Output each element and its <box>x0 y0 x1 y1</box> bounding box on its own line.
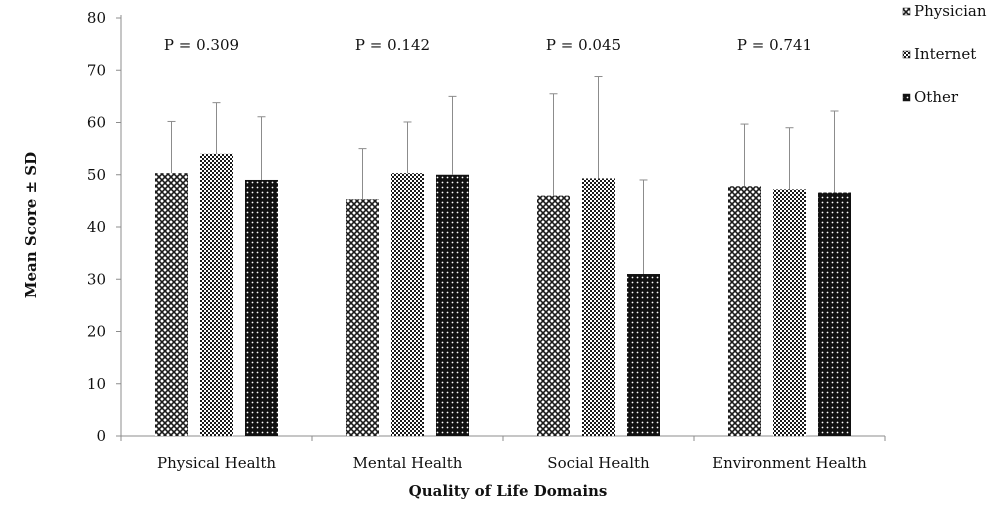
bar-internet-3 <box>582 178 615 436</box>
category-label: Environment Health <box>712 454 867 472</box>
p-value-labels: P = 0.309 P = 0.142 P = 0.045 P = 0.741 <box>164 36 812 54</box>
bars <box>155 153 851 436</box>
legend: Physician Internet Other <box>902 2 987 106</box>
legend-swatch-internet <box>902 50 911 59</box>
y-tick-label: 30 <box>87 270 106 288</box>
bar-physician-2 <box>346 199 379 436</box>
y-axis-title: Mean Score ± SD <box>22 152 40 298</box>
bar-physician-1 <box>155 173 188 436</box>
p-value-label: P = 0.142 <box>355 36 430 54</box>
bar-internet-2 <box>391 173 424 436</box>
y-axis-ticks: 0 10 20 30 40 50 60 70 80 <box>87 9 121 445</box>
legend-label-other: Other <box>914 88 959 106</box>
bar-internet-1 <box>200 153 233 436</box>
bar-physician-4 <box>728 186 761 436</box>
bar-physician-3 <box>537 195 570 436</box>
y-tick-label: 0 <box>96 427 106 445</box>
y-tick-label: 10 <box>87 375 106 393</box>
category-label: Social Health <box>547 454 650 472</box>
x-axis-ticks <box>120 436 886 441</box>
legend-label-physician: Physician <box>914 2 987 20</box>
bar-other-4 <box>818 192 851 436</box>
x-axis-title: Quality of Life Domains <box>409 482 608 500</box>
legend-swatch-other <box>902 93 911 102</box>
y-tick-label: 20 <box>87 323 106 341</box>
p-value-label: P = 0.045 <box>546 36 621 54</box>
error-bars <box>167 76 839 275</box>
bar-internet-4 <box>773 189 806 436</box>
legend-swatch-physician <box>902 7 911 16</box>
p-value-label: P = 0.741 <box>737 36 812 54</box>
y-tick-label: 70 <box>87 61 106 79</box>
bar-other-1 <box>245 179 278 436</box>
category-labels: Physical Health Mental Health Social Healt… <box>157 454 867 472</box>
y-tick-label: 50 <box>87 166 106 184</box>
legend-label-internet: Internet <box>914 45 976 63</box>
category-label: Physical Health <box>157 454 276 472</box>
p-value-label: P = 0.309 <box>164 36 239 54</box>
bar-other-2 <box>436 174 469 436</box>
bar-other-3 <box>627 274 660 436</box>
category-label: Mental Health <box>353 454 463 472</box>
y-tick-label: 40 <box>87 218 106 236</box>
axes <box>120 15 885 437</box>
y-tick-label: 80 <box>87 9 106 27</box>
y-tick-label: 60 <box>87 114 106 132</box>
